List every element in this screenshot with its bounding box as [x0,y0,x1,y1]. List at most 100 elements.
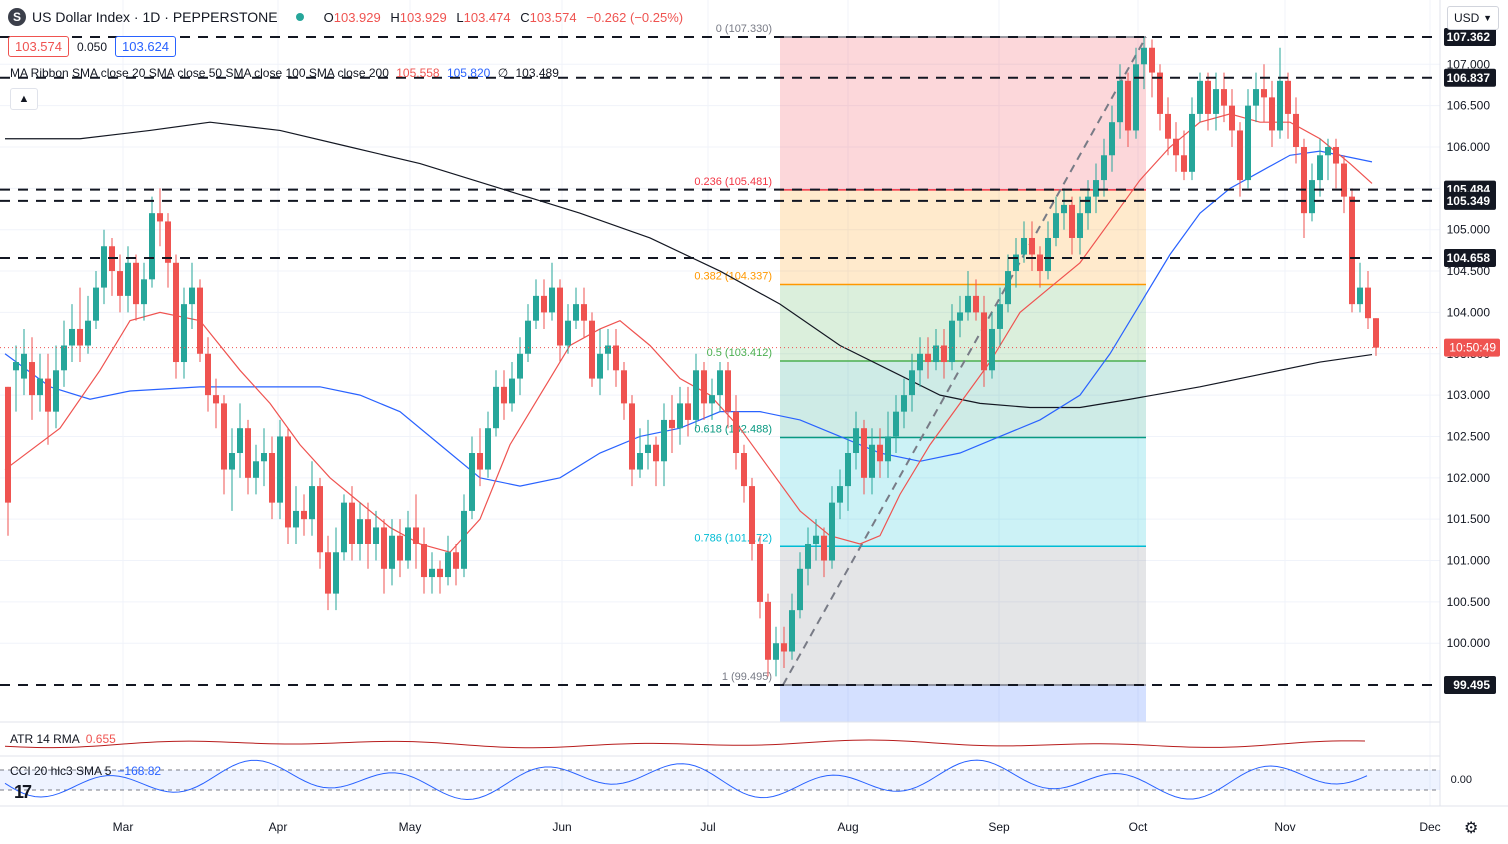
time-axis[interactable]: Mar Apr May Jun Jul Aug Sep Oct Nov Dec [0,805,1508,834]
cci-legend[interactable]: CCI 20 hlc3 SMA 5 −168.82 [10,764,161,778]
candle-body [669,419,675,429]
candle-body [53,370,59,412]
price-tick-label: 106.000 [1447,140,1491,154]
candle-body [197,287,203,354]
time-tick-label: Sep [988,820,1010,834]
candle-body [1357,287,1363,305]
buy-button[interactable]: 103.624 [115,36,177,57]
candle-body [45,378,51,412]
candle-body [413,527,419,544]
atr-line [4,739,1366,749]
atr-legend[interactable]: ATR 14 RMA 0.655 [10,732,116,746]
candle-body [1165,113,1171,139]
time-tick-label: Aug [837,820,858,834]
candle-body [877,444,883,462]
candle-body [381,527,387,569]
candle-body [253,461,259,478]
sell-button[interactable]: 103.574 [8,36,69,57]
symbol-logo-icon: S [8,8,26,26]
candle-body [421,543,427,578]
candle-body [837,486,843,503]
candle-body [1189,113,1195,172]
time-tick-label: Oct [1129,820,1148,834]
sma20-line [4,113,1373,553]
price-tick-label: 101.500 [1447,512,1491,526]
collapse-legend-button[interactable]: ▲ [10,88,38,110]
ma-ribbon-value-3: ∅ [497,66,509,80]
candle-body [373,527,379,544]
price-axis[interactable]: 107.000106.500106.000105.500105.000104.5… [1439,0,1500,806]
ma-ribbon-label: MA Ribbon SMA close 20 SMA close 50 SMA … [10,66,389,80]
candle-body [925,353,931,363]
time-tick-label: Jun [552,820,571,834]
candle-body [917,353,923,371]
candle-body [709,395,715,404]
candle-body [1261,89,1267,98]
price-tick-label: 102.000 [1447,471,1491,485]
time-tick-label: Apr [269,820,288,834]
candle-body [261,453,267,462]
candle-body [341,502,347,553]
candle-body [821,535,827,561]
candle-body [701,370,707,404]
level-price-tag [1444,248,1496,267]
currency-select[interactable]: USD ▼ [1447,6,1499,30]
candle-body [1269,97,1275,131]
price-tick-label: 101.000 [1447,554,1491,568]
candle-body [517,353,523,379]
time-tick-label: Jul [700,820,715,834]
candle-body [301,510,307,520]
fib-zone [780,546,1146,685]
candle-body [29,362,35,396]
candle-body [269,453,275,503]
candle-body [293,510,299,528]
candle-body [693,370,699,420]
candle-body [357,519,363,544]
candle-body [181,304,187,363]
candle-body [245,428,251,478]
level-price-tag [1444,191,1496,210]
candle-body [1149,47,1155,73]
candle-body [589,320,595,379]
candle-body [557,287,563,346]
candle-body [965,295,971,313]
symbol-title[interactable]: US Dollar Index · 1D · PEPPERSTONE [32,9,278,25]
candle-body [1365,287,1371,319]
tradingview-logo-icon[interactable]: 17 [14,782,32,802]
candle-body [189,287,195,305]
level-price-label: 105.349 [1447,194,1491,208]
candle-body [1141,47,1147,65]
candle-body [805,543,811,569]
gear-icon[interactable]: ⚙ [1464,820,1479,837]
candle-body [949,320,955,363]
candle-body [133,262,139,305]
candle-body [829,502,835,561]
candle-body [309,486,315,520]
candle-body [141,279,147,305]
candle-body [1237,130,1243,181]
candle-body [125,262,131,296]
candle-body [349,502,355,544]
candle-body [973,295,979,313]
ma-ribbon-legend[interactable]: MA Ribbon SMA close 20 SMA close 50 SMA … [10,66,559,80]
fib-zone-extension [780,685,1146,722]
fib-zone [780,284,1146,362]
price-tick-label: 107.000 [1447,57,1491,71]
price-tick-label: 104.500 [1447,264,1491,278]
level-price-label: 99.495 [1453,678,1490,692]
candle-body [1373,318,1379,348]
price-tick-label: 102.500 [1447,429,1491,443]
candle-body [1301,146,1307,214]
candle-body [1221,89,1227,106]
candle-body [213,395,219,404]
chart-header: S US Dollar Index · 1D · PEPPERSTONE O10… [8,6,683,28]
candle-body [61,345,67,371]
horizontal-levels[interactable] [0,36,1440,686]
candle-body [1173,138,1179,156]
candle-body [1013,254,1019,272]
candle-body [77,328,83,346]
candle-body [445,552,451,578]
candle-body [237,428,243,454]
candle-body [277,436,283,503]
